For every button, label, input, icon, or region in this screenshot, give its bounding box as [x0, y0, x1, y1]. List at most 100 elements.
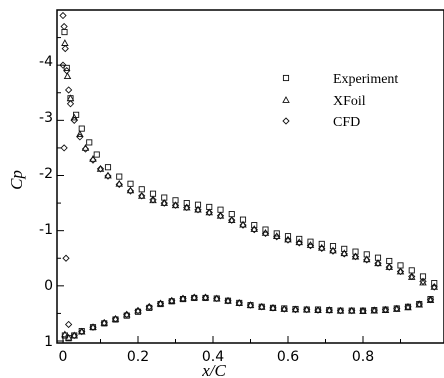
xfoil-point: [340, 249, 349, 257]
cfd-point: [246, 301, 255, 309]
cfd-point: [250, 225, 258, 234]
xfoil-point: [362, 255, 371, 263]
cfd-point: [123, 310, 131, 319]
experiment-point: [63, 64, 70, 71]
cfd-point: [156, 299, 165, 308]
xfoil-point: [115, 179, 124, 187]
cfd-point: [61, 44, 69, 53]
cfd-point: [419, 277, 427, 286]
y-tick-label: -3: [39, 110, 53, 126]
xfoil-point: [404, 303, 412, 311]
legend-label-xfoil: XFoil: [333, 94, 366, 109]
cfd-point: [426, 295, 435, 304]
experiment-point: [93, 151, 100, 158]
cfd-point: [363, 256, 371, 264]
cfd-point: [138, 192, 146, 200]
experiment-point: [386, 257, 393, 265]
cfd-point: [70, 331, 78, 340]
cfd-point: [385, 263, 393, 271]
cfd-point: [89, 156, 97, 164]
cfd-point: [396, 267, 405, 276]
data-marks: [59, 11, 439, 342]
cfd-point: [70, 116, 78, 124]
cfd-point: [224, 297, 232, 305]
xfoil-point: [370, 306, 379, 314]
experiment-point: [273, 230, 280, 237]
experiment-point: [138, 186, 145, 193]
experiment-point: [228, 211, 235, 218]
experiment-point: [262, 226, 269, 233]
cfd-point: [325, 306, 333, 314]
cfd-point: [348, 307, 356, 315]
cfd-point: [239, 221, 247, 229]
cfd-point: [126, 187, 135, 195]
xfoil-point: [415, 300, 424, 308]
legend-marker-experiment: [282, 74, 290, 82]
cfd-point: [160, 199, 168, 207]
xfoil-point: [272, 232, 281, 240]
xfoil-point: [381, 306, 390, 313]
cfd-point: [273, 233, 281, 241]
cfd-point: [201, 293, 210, 302]
cfd-point: [205, 208, 213, 217]
y-tick-label: 0: [44, 278, 53, 294]
cfd-point: [149, 196, 157, 204]
xfoil-point: [284, 235, 292, 243]
cfd-point: [168, 297, 176, 305]
x-axis-title: x/C: [201, 361, 226, 378]
cfd-point: [374, 259, 382, 267]
xfoil-point: [76, 130, 84, 137]
experiment-point: [116, 173, 123, 180]
xfoil-point: [64, 333, 73, 341]
cfd-point: [430, 283, 438, 291]
experiment-point: [397, 262, 404, 269]
cfd-point: [318, 244, 326, 252]
x-tick-label: 0.8: [352, 349, 374, 365]
cfd-point: [351, 252, 360, 261]
experiment-point: [408, 267, 415, 274]
cfd-point: [393, 304, 401, 313]
plot-frame: [56, 9, 444, 344]
legend-label-experiment: Experiment: [333, 72, 398, 87]
cfd-point: [408, 272, 416, 281]
legend-marker-xfoil: [282, 96, 290, 103]
cfd-point: [111, 315, 120, 323]
xfoil-point: [261, 228, 270, 236]
cfd-point: [183, 203, 191, 212]
experiment-point: [78, 125, 85, 132]
cfd-point: [78, 327, 86, 336]
xfoil-point: [306, 241, 315, 248]
cfd-point: [329, 247, 337, 255]
cfd-point: [340, 250, 348, 258]
cfd-point: [59, 61, 67, 69]
xfoil-point: [61, 330, 69, 338]
legend-marker-cfd: [282, 117, 290, 125]
cfd-point: [104, 172, 112, 180]
xfoil-point: [392, 305, 401, 312]
y-axis-title: Cp: [7, 170, 26, 190]
xfoil-point: [126, 186, 135, 194]
cfd-point: [62, 254, 70, 262]
cfd-point: [171, 201, 180, 209]
experiment-point: [86, 139, 93, 146]
cfd-point: [336, 307, 345, 315]
experiment-point: [183, 200, 190, 207]
cfd-point: [100, 319, 108, 327]
x-tick-label: 0.2: [127, 349, 149, 365]
cfd-point: [303, 305, 311, 314]
cfd-point: [60, 144, 68, 152]
xfoil-point: [295, 238, 304, 246]
cfd-point: [280, 305, 288, 313]
cfd-point: [269, 304, 277, 312]
cfd-point: [359, 307, 367, 315]
cfd-point: [66, 100, 75, 108]
experiment-point: [251, 222, 258, 229]
cfd-point: [60, 22, 68, 31]
y-tick-labels: -4 -3 -2 -1 0 1: [39, 54, 53, 350]
y-tick-label: -2: [39, 166, 53, 182]
x-tick-labels: 0 0.2 0.4 0.6 0.8: [59, 349, 375, 365]
experiment-point: [217, 206, 224, 213]
cfd-point: [258, 303, 266, 311]
experiment-point: [307, 238, 314, 245]
